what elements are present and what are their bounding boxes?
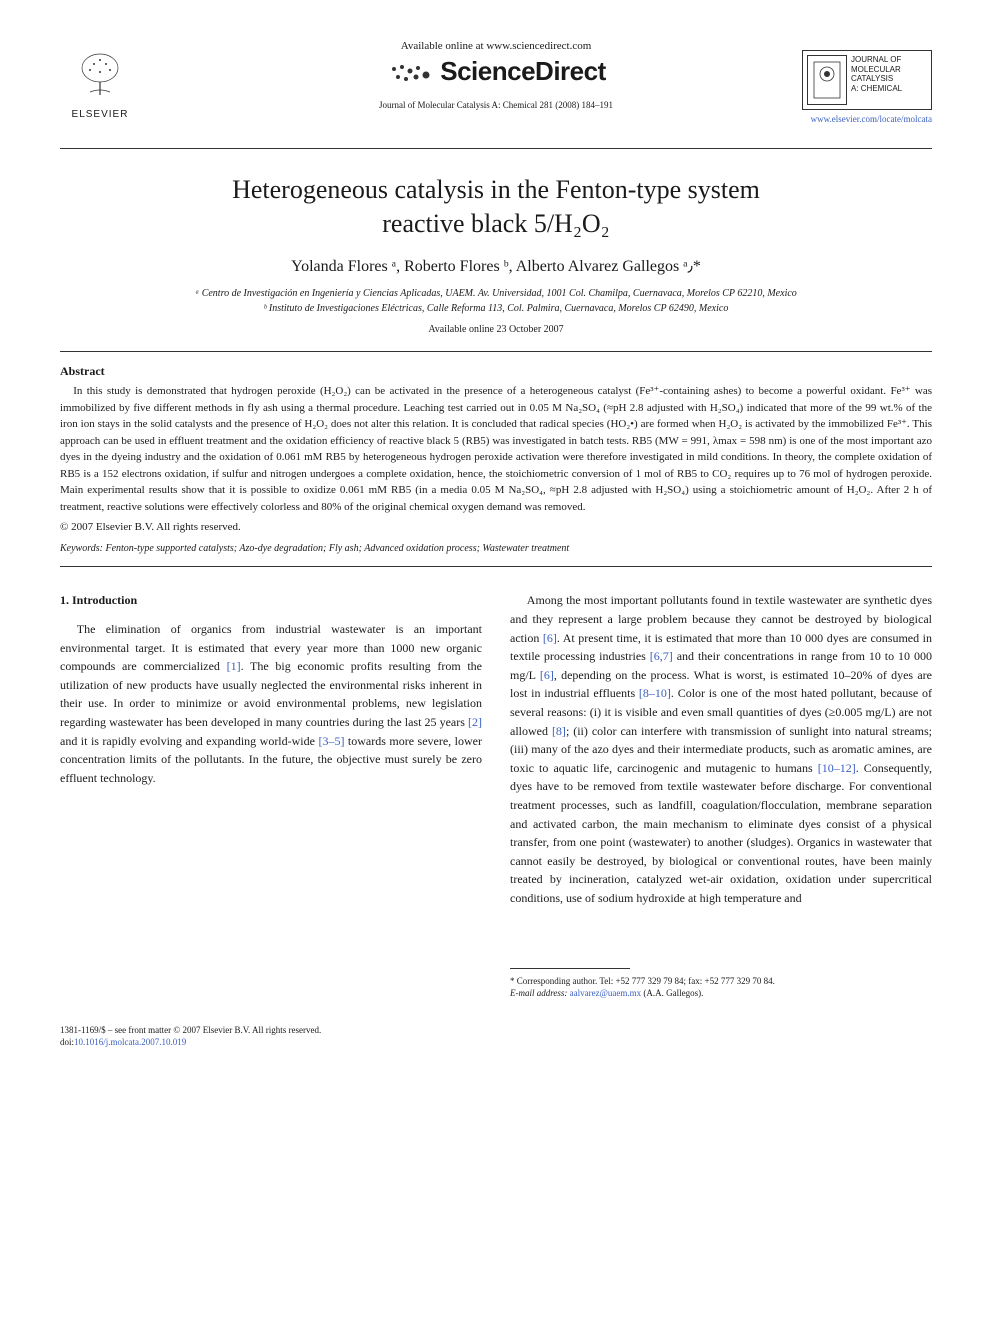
doi-label: doi: — [60, 1037, 74, 1047]
available-date: Available online 23 October 2007 — [60, 324, 932, 335]
cite-1[interactable]: [1] — [227, 659, 241, 673]
journal-badge-icon — [807, 55, 847, 105]
badge-line2: MOLECULAR — [851, 65, 902, 75]
footnote-email-link[interactable]: aalvarez@uaem.mx — [570, 988, 642, 998]
journal-url[interactable]: www.elsevier.com/locate/molcata — [60, 114, 932, 124]
badge-line4: A: CHEMICAL — [851, 84, 902, 94]
doi-link[interactable]: 10.1016/j.molcata.2007.10.019 — [74, 1037, 186, 1047]
intro-para-1: The elimination of organics from industr… — [60, 620, 482, 787]
title-rule — [60, 351, 932, 352]
badge-line3: CATALYSIS — [851, 74, 902, 84]
affiliation-a: ᵃ Centro de Investigación en Ingeniería … — [60, 286, 932, 301]
journal-badge: JOURNAL OF MOLECULAR CATALYSIS A: CHEMIC… — [802, 50, 932, 110]
abstract-heading: Abstract — [60, 364, 932, 379]
section-1-heading: 1. Introduction — [60, 591, 482, 610]
footnote-corr: * Corresponding author. Tel: +52 777 329… — [510, 975, 932, 988]
abstract-copyright: © 2007 Elsevier B.V. All rights reserved… — [60, 521, 932, 533]
footnote-email-label: E-mail address: — [510, 988, 567, 998]
cite-6b[interactable]: [6] — [540, 668, 554, 682]
authors-line: Yolanda Flores ᵃ, Roberto Flores ᵇ, Albe… — [60, 256, 932, 276]
cite-6a[interactable]: [6] — [543, 631, 557, 645]
sciencedirect-dots-icon — [386, 61, 436, 92]
elsevier-logo: ELSEVIER — [60, 50, 140, 120]
corresponding-author-footnote: * Corresponding author. Tel: +52 777 329… — [510, 975, 932, 1000]
p1-mid2: and it is rapidly evolving and expanding… — [60, 734, 318, 748]
elsevier-name: ELSEVIER — [60, 109, 140, 120]
cite-8[interactable]: [8] — [552, 724, 566, 738]
affiliations: ᵃ Centro de Investigación en Ingeniería … — [60, 286, 932, 316]
keywords-rule — [60, 566, 932, 567]
page-header: ELSEVIER JOURNAL OF MOLECULAR CATALYSIS … — [60, 40, 932, 124]
keywords: Keywords: Fenton-type supported catalyst… — [60, 543, 932, 554]
footnote-email-author: (A.A. Gallegos). — [641, 988, 703, 998]
title-line2: reactive black 5/H₂O₂ — [382, 209, 609, 238]
footnote-separator — [510, 968, 630, 969]
article-title: Heterogeneous catalysis in the Fenton-ty… — [60, 173, 932, 241]
header-rule — [60, 148, 932, 149]
cite-6-7[interactable]: [6,7] — [650, 649, 673, 663]
abstract-body: In this study is demonstrated that hydro… — [60, 383, 932, 515]
body-columns: 1. Introduction The elimination of organ… — [60, 591, 932, 999]
title-line1: Heterogeneous catalysis in the Fenton-ty… — [232, 175, 760, 204]
cite-3-5[interactable]: [3–5] — [318, 734, 344, 748]
intro-para-2: Among the most important pollutants foun… — [510, 591, 932, 907]
footer-meta: 1381-1169/$ – see front matter © 2007 El… — [60, 1024, 932, 1049]
keywords-label: Keywords: — [60, 543, 103, 554]
keywords-text: Fenton-type supported catalysts; Azo-dye… — [103, 543, 569, 554]
badge-line1: JOURNAL OF — [851, 55, 902, 65]
issn-line: 1381-1169/$ – see front matter © 2007 El… — [60, 1024, 932, 1037]
affiliation-b: ᵇ Instituto de Investigaciones Eléctrica… — [60, 301, 932, 316]
cite-2[interactable]: [2] — [468, 715, 482, 729]
p2-post: . Consequently, dyes have to be removed … — [510, 761, 932, 905]
elsevier-tree-icon — [60, 50, 140, 107]
cite-8-10[interactable]: [8–10] — [639, 686, 671, 700]
cite-10-12[interactable]: [10–12] — [818, 761, 856, 775]
sciencedirect-wordmark: ScienceDirect — [440, 56, 605, 86]
